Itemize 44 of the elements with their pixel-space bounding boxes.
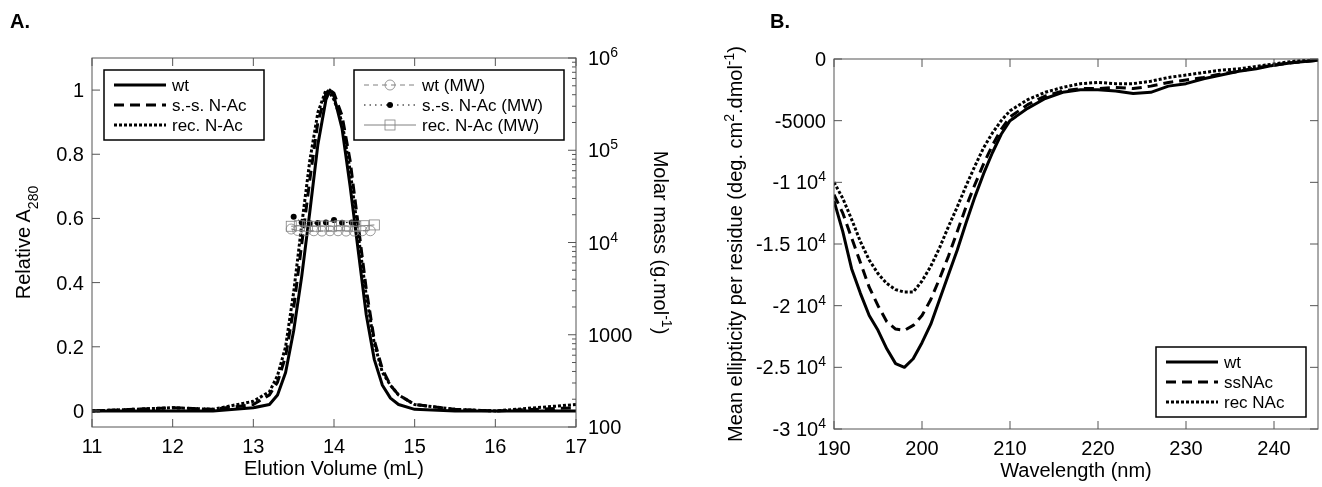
x-tick-label: 230 — [1169, 437, 1203, 459]
legend-label: rec NAc — [1224, 393, 1285, 412]
chart-title: A. — [10, 10, 30, 32]
y-tick-label: 0 — [72, 399, 84, 422]
legend-label: wt — [171, 76, 190, 95]
y-tick-label: 0.2 — [56, 335, 84, 358]
y-tick-label: 0.8 — [56, 143, 84, 166]
y-tick-label: 0.6 — [56, 207, 84, 230]
x-tick-label: 240 — [1257, 437, 1291, 459]
legend-label: s.-s. N-Ac (MW) — [422, 96, 543, 115]
y-tick-label: 0 — [814, 48, 826, 70]
y2-tick-label: 10$^{4}$ — [588, 228, 619, 254]
legend-label: wt (MW) — [421, 76, 486, 95]
y-tick-label: -2.5 10$^{4}$ — [755, 353, 827, 379]
legend-label: rec. N-Ac — [172, 116, 244, 135]
legend-label: ssNAc — [1224, 373, 1274, 392]
x-axis-title: Elution Volume (mL) — [243, 457, 425, 479]
y2-tick-label: 1000 — [588, 323, 633, 346]
x-tick-label: 17 — [564, 435, 588, 457]
legend-label: wt — [1223, 353, 1242, 372]
y-tick-label: -5000 — [774, 109, 826, 132]
x-tick-label: 14 — [322, 435, 346, 457]
x-tick-label: 200 — [905, 437, 939, 459]
x-tick-label: 190 — [817, 437, 851, 459]
y2-tick-label: 10$^{5}$ — [588, 136, 619, 162]
x-tick-label: 220 — [1081, 437, 1115, 459]
legend-label: rec. N-Ac (MW) — [422, 116, 540, 135]
y-tick-label: -3 10$^{4}$ — [772, 415, 827, 440]
x-tick-label: 15 — [403, 435, 426, 457]
y-tick-label: -2 10$^{4}$ — [772, 291, 827, 317]
y-tick-label: -1.5 10$^{4}$ — [755, 230, 827, 255]
x-tick-label: 11 — [81, 435, 103, 457]
y-tick-label: 0.4 — [56, 271, 84, 294]
x-tick-label: 210 — [993, 437, 1027, 459]
y-tick-label: 1 — [72, 79, 84, 102]
chart-title: B. — [770, 10, 790, 32]
y2-tick-label: 10$^{6}$ — [588, 44, 619, 69]
x-axis-title: Wavelength (nm) — [1000, 459, 1152, 481]
x-tick-label: 12 — [161, 435, 184, 457]
x-tick-label: 13 — [242, 435, 265, 457]
y2-tick-label: 100 — [588, 416, 622, 438]
x-tick-label: 16 — [484, 435, 507, 457]
legend-label: s.-s. N-Ac — [172, 96, 248, 115]
y-tick-label: -1 10$^{4}$ — [772, 168, 827, 194]
